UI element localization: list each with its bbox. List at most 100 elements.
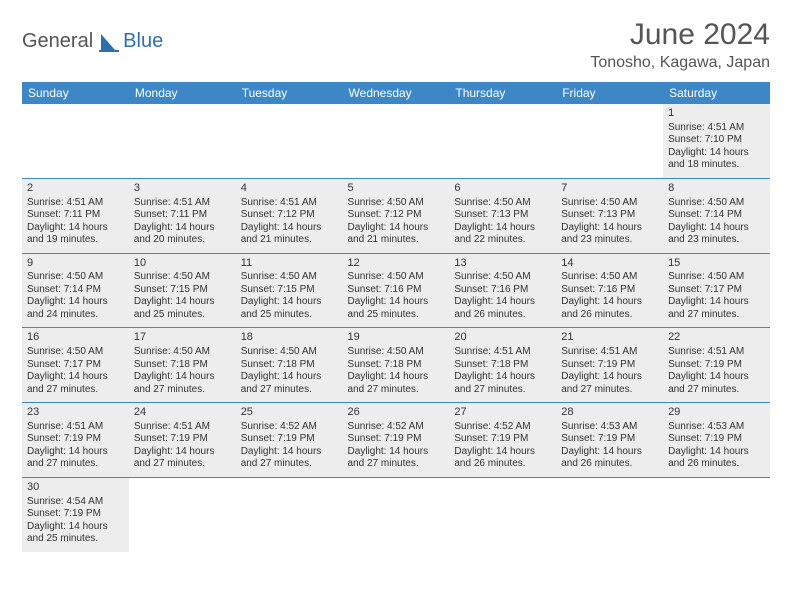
day-cell: 25Sunrise: 4:52 AMSunset: 7:19 PMDayligh… — [236, 403, 343, 478]
day-cell: 30Sunrise: 4:54 AMSunset: 7:19 PMDayligh… — [22, 477, 129, 551]
daylight-text: Daylight: 14 hours — [561, 446, 658, 459]
daylight-text: Daylight: 14 hours — [27, 446, 124, 459]
sunrise-text: Sunrise: 4:51 AM — [134, 197, 231, 210]
daylight-text: Daylight: 14 hours — [454, 296, 551, 309]
sunset-text: Sunset: 7:11 PM — [134, 209, 231, 222]
day-cell — [663, 477, 770, 551]
day-number: 30 — [27, 481, 124, 495]
day-number: 6 — [454, 182, 551, 196]
daylight-min-text: and 27 minutes. — [454, 384, 551, 397]
daylight-text: Daylight: 14 hours — [241, 446, 338, 459]
daylight-text: Daylight: 14 hours — [668, 371, 765, 384]
daylight-min-text: and 25 minutes. — [241, 309, 338, 322]
daylight-min-text: and 27 minutes. — [241, 458, 338, 471]
sunset-text: Sunset: 7:19 PM — [561, 433, 658, 446]
daylight-text: Daylight: 14 hours — [348, 371, 445, 384]
daylight-text: Daylight: 14 hours — [454, 371, 551, 384]
day-number: 29 — [668, 406, 765, 420]
calendar-table: SundayMondayTuesdayWednesdayThursdayFrid… — [22, 82, 770, 552]
day-cell: 17Sunrise: 4:50 AMSunset: 7:18 PMDayligh… — [129, 328, 236, 403]
sunrise-text: Sunrise: 4:50 AM — [561, 271, 658, 284]
daylight-text: Daylight: 14 hours — [134, 296, 231, 309]
daylight-min-text: and 26 minutes. — [454, 458, 551, 471]
logo-text-left: General — [22, 30, 93, 53]
day-cell — [129, 104, 236, 178]
daylight-min-text: and 27 minutes. — [348, 384, 445, 397]
daylight-text: Daylight: 14 hours — [134, 222, 231, 235]
day-cell: 28Sunrise: 4:53 AMSunset: 7:19 PMDayligh… — [556, 403, 663, 478]
daylight-min-text: and 23 minutes. — [561, 234, 658, 247]
daylight-text: Daylight: 14 hours — [27, 371, 124, 384]
daylight-min-text: and 27 minutes. — [27, 384, 124, 397]
sunrise-text: Sunrise: 4:50 AM — [454, 271, 551, 284]
sunset-text: Sunset: 7:15 PM — [134, 284, 231, 297]
daylight-text: Daylight: 14 hours — [241, 296, 338, 309]
sunset-text: Sunset: 7:13 PM — [454, 209, 551, 222]
day-header-tuesday: Tuesday — [236, 82, 343, 104]
day-number: 26 — [348, 406, 445, 420]
day-number: 24 — [134, 406, 231, 420]
daylight-text: Daylight: 14 hours — [348, 446, 445, 459]
daylight-text: Daylight: 14 hours — [241, 222, 338, 235]
daylight-min-text: and 20 minutes. — [134, 234, 231, 247]
day-number: 17 — [134, 331, 231, 345]
sunset-text: Sunset: 7:18 PM — [348, 359, 445, 372]
sunset-text: Sunset: 7:19 PM — [668, 359, 765, 372]
sunrise-text: Sunrise: 4:50 AM — [668, 197, 765, 210]
day-cell: 29Sunrise: 4:53 AMSunset: 7:19 PMDayligh… — [663, 403, 770, 478]
sunrise-text: Sunrise: 4:50 AM — [561, 197, 658, 210]
sunrise-text: Sunrise: 4:50 AM — [348, 197, 445, 210]
day-cell — [236, 477, 343, 551]
logo-text-right: Blue — [123, 30, 163, 53]
calendar-body: 1Sunrise: 4:51 AMSunset: 7:10 PMDaylight… — [22, 104, 770, 552]
location: Tonosho, Kagawa, Japan — [590, 54, 770, 72]
sunset-text: Sunset: 7:19 PM — [668, 433, 765, 446]
day-number: 28 — [561, 406, 658, 420]
day-cell: 21Sunrise: 4:51 AMSunset: 7:19 PMDayligh… — [556, 328, 663, 403]
daylight-min-text: and 26 minutes. — [668, 458, 765, 471]
day-number: 25 — [241, 406, 338, 420]
day-number: 23 — [27, 406, 124, 420]
day-number: 21 — [561, 331, 658, 345]
sunrise-text: Sunrise: 4:53 AM — [668, 421, 765, 434]
day-cell: 27Sunrise: 4:52 AMSunset: 7:19 PMDayligh… — [449, 403, 556, 478]
sunrise-text: Sunrise: 4:52 AM — [241, 421, 338, 434]
daylight-min-text: and 27 minutes. — [668, 384, 765, 397]
sunset-text: Sunset: 7:15 PM — [241, 284, 338, 297]
day-cell: 7Sunrise: 4:50 AMSunset: 7:13 PMDaylight… — [556, 178, 663, 253]
sunrise-text: Sunrise: 4:50 AM — [454, 197, 551, 210]
sunset-text: Sunset: 7:18 PM — [454, 359, 551, 372]
day-number: 27 — [454, 406, 551, 420]
daylight-text: Daylight: 14 hours — [348, 222, 445, 235]
sunrise-text: Sunrise: 4:51 AM — [668, 346, 765, 359]
day-header-wednesday: Wednesday — [343, 82, 450, 104]
sunset-text: Sunset: 7:10 PM — [668, 134, 765, 147]
sunset-text: Sunset: 7:17 PM — [27, 359, 124, 372]
week-row: 23Sunrise: 4:51 AMSunset: 7:19 PMDayligh… — [22, 403, 770, 478]
day-cell: 19Sunrise: 4:50 AMSunset: 7:18 PMDayligh… — [343, 328, 450, 403]
daylight-text: Daylight: 14 hours — [134, 446, 231, 459]
day-number: 10 — [134, 257, 231, 271]
day-cell — [343, 104, 450, 178]
day-header-row: SundayMondayTuesdayWednesdayThursdayFrid… — [22, 82, 770, 104]
daylight-min-text: and 21 minutes. — [241, 234, 338, 247]
day-number: 16 — [27, 331, 124, 345]
daylight-text: Daylight: 14 hours — [454, 222, 551, 235]
day-number: 20 — [454, 331, 551, 345]
day-cell: 14Sunrise: 4:50 AMSunset: 7:16 PMDayligh… — [556, 253, 663, 328]
day-number: 14 — [561, 257, 658, 271]
sunset-text: Sunset: 7:14 PM — [668, 209, 765, 222]
daylight-min-text: and 27 minutes. — [134, 384, 231, 397]
sunrise-text: Sunrise: 4:50 AM — [348, 271, 445, 284]
sunset-text: Sunset: 7:19 PM — [241, 433, 338, 446]
daylight-text: Daylight: 14 hours — [134, 371, 231, 384]
sunrise-text: Sunrise: 4:51 AM — [27, 197, 124, 210]
sunrise-text: Sunrise: 4:50 AM — [134, 271, 231, 284]
daylight-min-text: and 27 minutes. — [27, 458, 124, 471]
daylight-min-text: and 25 minutes. — [348, 309, 445, 322]
daylight-min-text: and 18 minutes. — [668, 159, 765, 172]
week-row: 16Sunrise: 4:50 AMSunset: 7:17 PMDayligh… — [22, 328, 770, 403]
sunset-text: Sunset: 7:13 PM — [561, 209, 658, 222]
sunset-text: Sunset: 7:12 PM — [241, 209, 338, 222]
day-cell — [22, 104, 129, 178]
